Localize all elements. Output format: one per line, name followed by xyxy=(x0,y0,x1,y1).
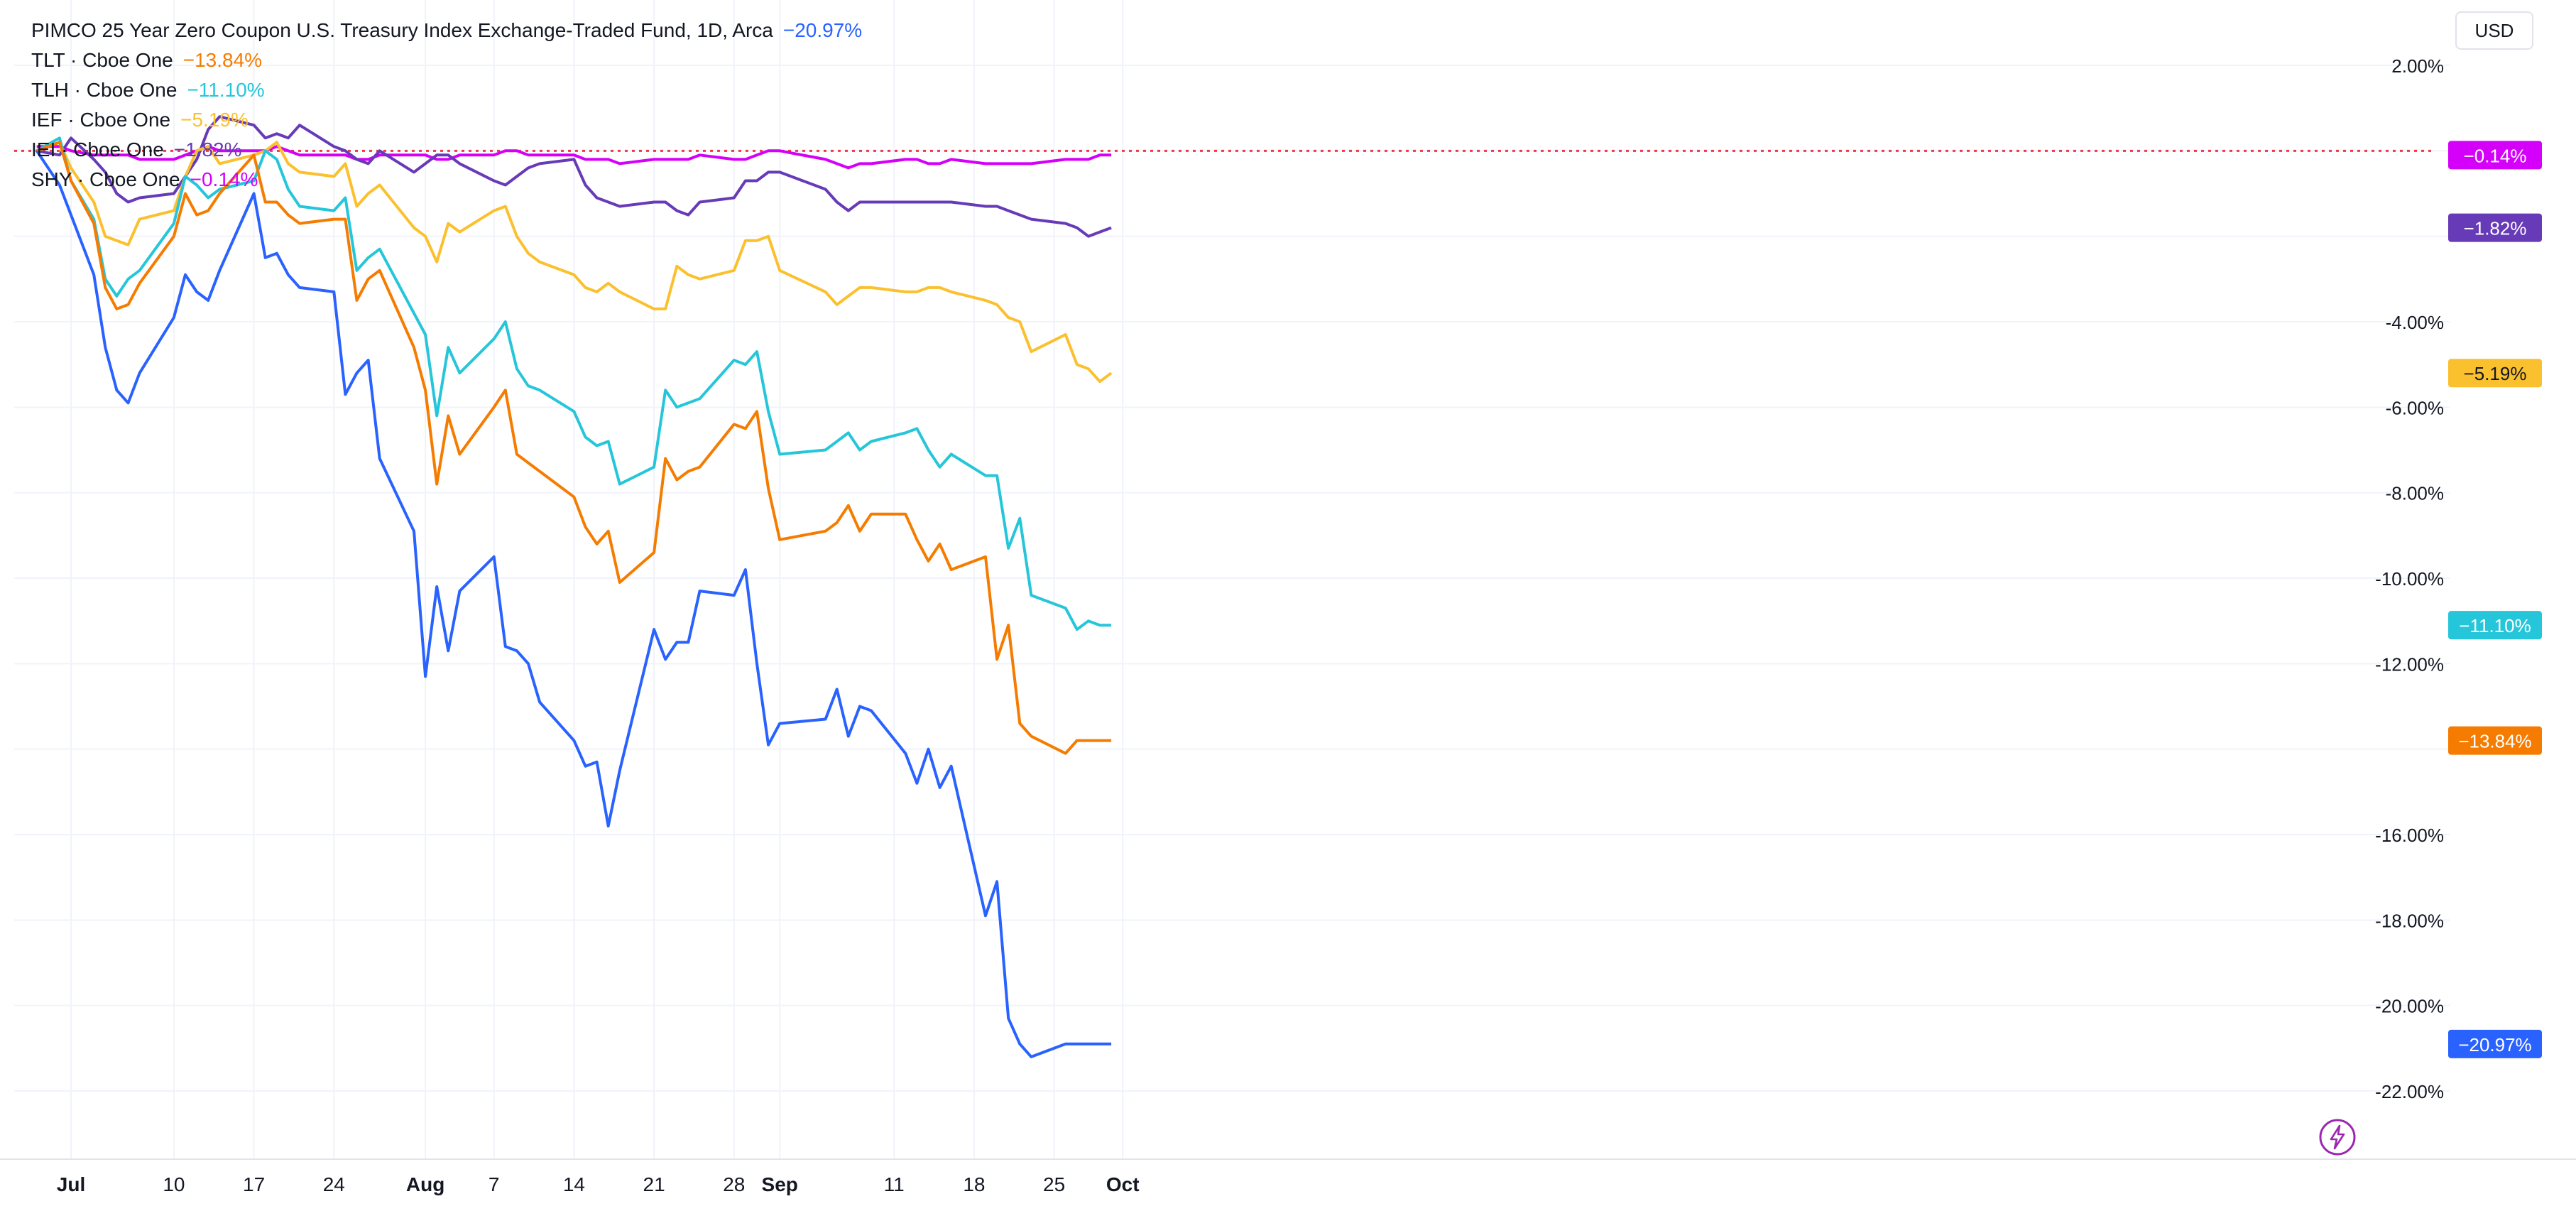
last-value-label: −1.82% xyxy=(2464,218,2527,239)
legend-symbol: PIMCO 25 Year Zero Coupon U.S. Treasury … xyxy=(31,19,686,41)
last-value-badge xyxy=(2448,213,2542,242)
y-tick-label: -22.00% xyxy=(2375,1081,2444,1102)
legend-row-iei[interactable]: IEI · Cboe One −1.82% xyxy=(31,139,242,161)
legend-row-tlh[interactable]: TLH · Cboe One −11.10% xyxy=(31,79,265,101)
legend-row-ief[interactable]: IEF · Cboe One −5.19% xyxy=(31,109,249,131)
x-tick-label: 24 xyxy=(323,1173,345,1195)
legend-exchange: Cboe One xyxy=(86,79,178,101)
legend: PIMCO 25 Year Zero Coupon U.S. Treasury … xyxy=(31,16,862,195)
x-tick-label: 10 xyxy=(163,1173,185,1195)
legend-change: −11.10% xyxy=(187,79,265,101)
grid-lines xyxy=(14,0,2450,1159)
legend-symbol: SHY xyxy=(31,168,72,190)
y-axis: 2.00% -4.00% -6.00% -8.00% -10.00% -12.00% -16… xyxy=(2375,0,2457,1216)
x-tick-label: Jul xyxy=(57,1173,85,1195)
last-value-label: −11.10% xyxy=(2459,615,2531,636)
legend-exchange: Arca xyxy=(732,19,773,41)
y-tick-label: -12.00% xyxy=(2375,653,2444,675)
x-tick-label: 14 xyxy=(563,1173,585,1195)
x-tick-label: Oct xyxy=(1106,1173,1140,1195)
x-tick-label: 18 xyxy=(963,1173,985,1195)
x-axis: Jul 10 17 24 Aug 7 14 21 28 Sep 11 18 25 Oct xyxy=(0,1158,2576,1195)
last-value-label: −13.84% xyxy=(2458,731,2531,752)
y-tick-label: -4.00% xyxy=(2386,312,2444,333)
y-tick-label: -20.00% xyxy=(2375,996,2444,1017)
x-tick-label: 25 xyxy=(1043,1173,1065,1195)
y-tick-label: -18.00% xyxy=(2375,910,2444,931)
last-value-labels: −0.14% −1.82% −5.19% −11.10% −13.84% −20.97% xyxy=(2448,141,2542,1058)
series-line-pimco[interactable] xyxy=(36,150,1112,1058)
legend-change: −1.82% xyxy=(173,139,242,161)
x-tick-label: 7 xyxy=(489,1173,500,1195)
y-tick-label: -10.00% xyxy=(2375,568,2444,590)
x-tick-label: 11 xyxy=(884,1173,905,1195)
series-line-ief[interactable] xyxy=(36,141,1113,384)
x-tick-label: 17 xyxy=(243,1173,265,1195)
legend-symbol: IEF xyxy=(31,109,62,131)
legend-interval: 1D xyxy=(697,19,723,41)
x-tick-label: 21 xyxy=(643,1173,665,1195)
legend-change: −5.19% xyxy=(180,109,249,131)
legend-symbol: TLH xyxy=(31,79,69,101)
legend-exchange: Cboe One xyxy=(89,168,180,190)
legend-change: −20.97% xyxy=(782,19,863,41)
legend-row-tlt[interactable]: TLT · Cboe One −13.84% xyxy=(31,49,263,71)
legend-exchange: Cboe One xyxy=(82,49,173,71)
last-value-badge xyxy=(2448,611,2542,640)
legend-exchange: Cboe One xyxy=(73,139,164,161)
series-lines xyxy=(36,115,1113,1058)
y-tick-label: -16.00% xyxy=(2375,825,2444,846)
y-tick-label: -6.00% xyxy=(2386,397,2444,418)
legend-row-shy[interactable]: SHY · Cboe One −0.14% xyxy=(31,168,258,190)
last-value-badge xyxy=(2448,141,2542,170)
x-tick-label: Sep xyxy=(762,1173,798,1195)
series-line-tlh[interactable] xyxy=(36,136,1112,631)
last-value-badge xyxy=(2448,359,2542,388)
x-tick-label: Aug xyxy=(406,1173,444,1195)
lightning-icon[interactable] xyxy=(2318,1118,2357,1156)
legend-exchange: Cboe One xyxy=(80,109,171,131)
last-value-badge xyxy=(2448,726,2542,755)
last-value-badge xyxy=(2448,1029,2542,1058)
x-tick-label: 28 xyxy=(723,1173,745,1195)
y-tick-label: 2.00% xyxy=(2391,55,2444,77)
legend-change: −0.14% xyxy=(190,168,258,190)
currency-button[interactable]: USD xyxy=(2455,11,2533,50)
legend-change: −13.84% xyxy=(182,49,263,71)
last-value-label: −20.97% xyxy=(2458,1034,2531,1055)
last-value-label: −5.19% xyxy=(2464,363,2527,384)
legend-symbol: TLT xyxy=(31,49,65,71)
legend-symbol: IEI xyxy=(31,139,56,161)
series-line-tlt[interactable] xyxy=(36,141,1112,755)
y-tick-label: -8.00% xyxy=(2386,483,2444,504)
series-line-iei[interactable] xyxy=(36,115,1112,238)
last-value-label: −0.14% xyxy=(2464,145,2527,166)
legend-row-main[interactable]: PIMCO 25 Year Zero Coupon U.S. Treasury … xyxy=(31,19,863,41)
